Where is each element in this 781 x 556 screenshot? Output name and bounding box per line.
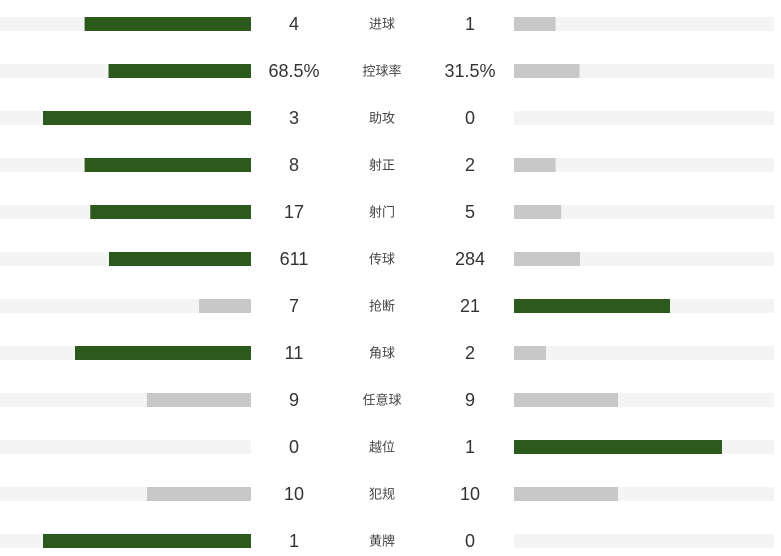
stat-value: 9 [289,390,299,410]
stat-value: 17 [284,202,304,222]
stat-value: 3 [289,108,299,128]
stat-value: 0 [465,531,475,551]
away-bar [514,252,581,266]
home-bar [147,487,251,501]
stat-value: 11 [285,343,304,363]
stat-value: 21 [460,296,480,316]
stat-value: 1 [289,531,299,551]
bar-track [514,158,774,172]
stat-label: 进球 [369,18,395,33]
bar-track [514,346,774,360]
stat-value: 611 [280,249,309,269]
stat-value: 5 [465,202,475,222]
home-bar [109,252,252,266]
stat-label: 黄牌 [369,534,395,550]
stat-value: 31.5% [444,61,495,81]
home-bar [84,158,251,172]
stat-label: 传球 [369,253,395,268]
stat-value: 7 [289,296,299,316]
away-bar [514,346,546,360]
away-bar [514,64,580,78]
away-bar [514,393,618,407]
away-bar [514,17,556,31]
stat-value: 4 [289,14,299,34]
away-bar [514,487,618,501]
stat-value: 9 [465,390,475,410]
stat-label: 射门 [369,205,395,221]
stat-value: 1 [465,437,475,457]
home-bar [90,205,251,219]
home-bar [75,346,251,360]
home-bar [199,299,251,313]
stat-label: 任意球 [362,393,401,409]
stat-label: 犯规 [369,488,395,503]
stat-value: 68.5% [268,61,319,81]
bar-track [0,299,251,313]
stat-label: 控球率 [362,64,401,80]
stat-value: 2 [465,155,475,175]
home-bar [84,17,251,31]
stat-label: 射正 [369,158,395,174]
stat-value: 0 [289,437,299,457]
stat-value: 284 [455,249,485,269]
bar-track [514,534,774,548]
bar-track [514,111,774,125]
home-bar [108,64,252,78]
stat-label: 角球 [369,347,395,362]
stat-value: 2 [465,343,475,363]
bar-track [514,17,774,31]
home-bar [147,393,251,407]
away-bar [514,158,556,172]
stat-label: 助攻 [369,112,395,127]
bar-track [0,440,251,454]
stat-label: 抢断 [369,299,395,315]
stat-label: 越位 [369,441,395,456]
home-bar [43,534,251,548]
stat-value: 1 [465,14,475,34]
away-bar [514,440,722,454]
stat-value: 10 [284,484,304,504]
stat-value: 0 [465,108,475,128]
away-bar [514,205,562,219]
stat-value: 10 [460,484,480,504]
bar-track [514,205,774,219]
stat-value: 8 [289,155,299,175]
home-bar [43,111,251,125]
away-bar [514,299,670,313]
